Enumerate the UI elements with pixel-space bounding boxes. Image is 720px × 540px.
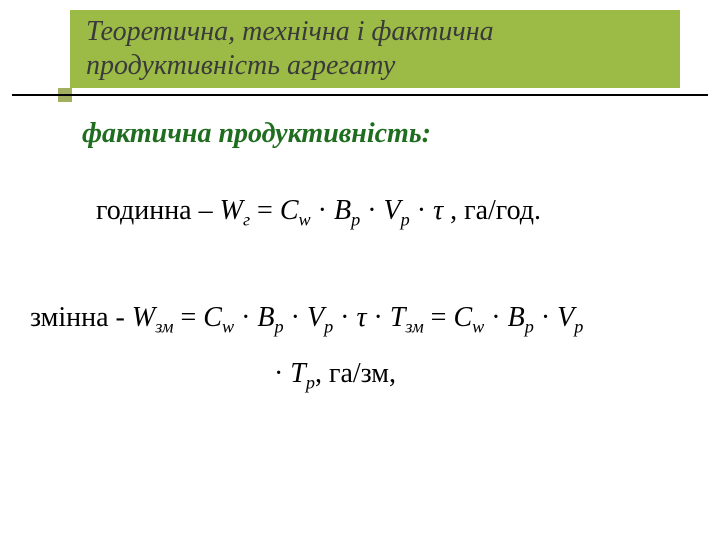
var-C: C [280, 195, 299, 226]
dot: · [541, 302, 557, 333]
var-tau: τ [356, 302, 366, 333]
var-B: B [257, 302, 274, 333]
sub-p: р [351, 210, 360, 230]
eq: = [431, 302, 454, 333]
unit: , га/год. [450, 195, 541, 226]
var-V: V [384, 195, 401, 226]
dot: · [241, 302, 257, 333]
var-V: V [307, 302, 324, 333]
title-band: Теоретична, технічна і фактична продукти… [70, 10, 680, 88]
var-tau: τ [433, 195, 443, 226]
sub-zm: зм [405, 317, 423, 337]
var-B: B [508, 302, 525, 333]
section-subhead: фактична продуктивність: [82, 118, 431, 150]
sub-p: р [574, 317, 583, 337]
eq: = [257, 195, 280, 226]
dot: · [274, 358, 290, 389]
var-C: C [453, 302, 472, 333]
dot: · [367, 195, 383, 226]
sub-p: р [525, 317, 534, 337]
dot: · [374, 302, 390, 333]
formula-prefix: змінна - [30, 302, 132, 333]
var-W: W [220, 195, 243, 226]
formula-hourly: годинна – Wг = Cw · Bр · Vр · τ , га/год… [96, 195, 541, 231]
slide-title: Теоретична, технічна і фактична продукти… [86, 15, 664, 82]
sub-zm: зм [155, 317, 173, 337]
sub-w: w [299, 210, 311, 230]
dot: · [417, 195, 433, 226]
sub-w: w [472, 317, 484, 337]
dot: · [291, 302, 307, 333]
formula-shift: змінна - Wзм = Cw · Bр · Vр · τ · Tзм = … [30, 290, 700, 402]
sub-p: р [324, 317, 333, 337]
var-V: V [557, 302, 574, 333]
eq: = [180, 302, 203, 333]
var-T: T [290, 358, 306, 389]
unit: , га/зм, [315, 358, 396, 389]
sub-p: р [275, 317, 284, 337]
slide: Теоретична, технічна і фактична продукти… [0, 0, 720, 540]
sub-g: г [243, 210, 250, 230]
sub-p: р [401, 210, 410, 230]
horizontal-rule [12, 94, 708, 96]
var-W: W [132, 302, 155, 333]
var-B: B [334, 195, 351, 226]
dot: · [318, 195, 334, 226]
var-C: C [203, 302, 222, 333]
var-T: T [390, 302, 406, 333]
dot: · [491, 302, 507, 333]
formula-prefix: годинна – [96, 195, 220, 226]
dot: · [340, 302, 356, 333]
sub-p: р [306, 373, 315, 393]
sub-w: w [222, 317, 234, 337]
